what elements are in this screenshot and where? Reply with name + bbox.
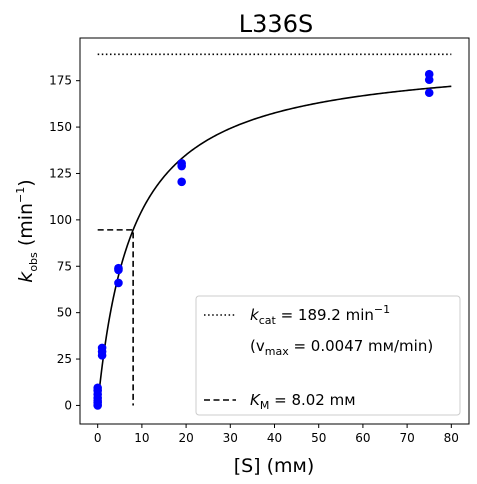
y-tick-label: 50 [57,306,72,320]
x-tick-label: 50 [311,431,326,445]
y-tick-label: 25 [57,352,72,366]
data-point [114,263,123,273]
y-axis-ticks: 0 25 50 75 100 125 150 175 [49,74,80,412]
x-tick-label: 20 [178,431,193,445]
fit-curve [96,85,452,406]
data-point [97,343,107,353]
y-tick-label: 0 [64,398,72,412]
y-tick-label: 75 [57,259,72,273]
km-line [97,229,134,406]
y-tick-label: 175 [49,74,72,88]
x-axis-ticks: 0 10 20 30 40 50 60 70 80 [94,424,459,445]
x-tick-label: 60 [355,431,370,445]
legend-box [195,295,461,416]
data-point [114,278,123,288]
legend-km-label: KM = 8.02 mм [250,391,356,412]
x-tick-label: 80 [444,431,459,445]
y-tick-label: 150 [49,120,72,134]
data-point [177,158,186,168]
legend: kcat = 189.2 min−1 (vmax = 0.0047 mм/min… [195,295,461,416]
x-tick-label: 0 [94,431,102,445]
y-axis-label: kobs (min−1) [14,179,40,282]
data-points [93,69,434,410]
data-point [424,69,434,79]
data-point [93,383,102,393]
chart-title: L336S [239,10,313,38]
x-tick-label: 40 [267,431,282,445]
data-point [424,88,434,98]
reference-lines [97,53,452,406]
data-point [177,177,186,187]
y-tick-label: 125 [49,166,72,180]
x-tick-label: 70 [399,431,414,445]
x-tick-label: 10 [134,431,149,445]
x-tick-label: 30 [223,431,238,445]
y-tick-label: 100 [49,213,72,227]
legend-kcat-label: kcat = 189.2 min−1 [250,303,390,327]
x-axis-label: [S] (mм) [234,455,315,477]
legend-vmax-label: (vmax = 0.0047 mм/min) [250,337,433,358]
